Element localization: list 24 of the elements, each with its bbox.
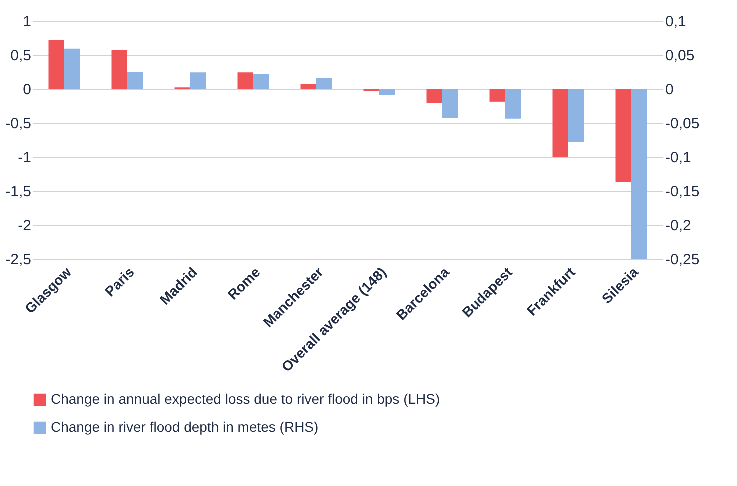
bar	[316, 78, 332, 89]
y-tick-label: -1	[18, 150, 32, 166]
y2-tick-label: -0,15	[666, 184, 700, 200]
legend-label: Change in river flood depth in metes (RHS)	[51, 419, 319, 435]
legend-label: Change in annual expected loss due to river flood in bps (LHS)	[51, 391, 440, 407]
bar	[190, 72, 206, 89]
y2-tick-label: -0,05	[666, 116, 700, 132]
y2-tick-label: 0	[666, 82, 674, 98]
bar	[442, 89, 458, 118]
y2-tick-label: -0,1	[666, 150, 692, 166]
y-tick-label: -2	[18, 218, 32, 234]
bar	[112, 50, 128, 89]
bar	[506, 89, 522, 119]
y-tick-label: -1,5	[6, 184, 32, 200]
y-tick-label: 0	[23, 82, 32, 98]
y2-tick-label: -0,2	[666, 218, 692, 234]
y2-tick-label: -0,25	[666, 252, 700, 268]
y-tick-label: 0,5	[10, 48, 32, 64]
y-tick-label: 1	[23, 14, 32, 30]
y-tick-label: -2,5	[6, 252, 32, 268]
y-tick-label: -0,5	[6, 116, 32, 132]
bar	[380, 89, 396, 96]
y2-tick-label: 0,05	[666, 48, 695, 64]
y2-tick-label: 0,1	[666, 14, 686, 30]
